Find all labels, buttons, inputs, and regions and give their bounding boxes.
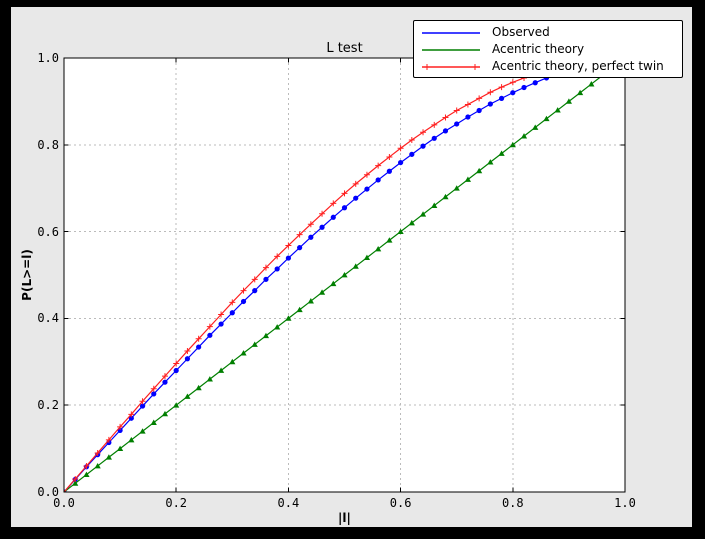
chart-title: L test [326,41,363,56]
legend-line-sample-perfect-twin [420,59,482,73]
y-axis-label: P(L>=l) [20,249,34,301]
x-tick-label: 0.4 [277,496,300,510]
legend-entry-observed: Observed [420,23,676,40]
x-axis-label: |l| [338,511,351,525]
legend-line-sample-acentric-theory [420,42,482,56]
y-tick-label: 1.0 [37,51,59,65]
x-tick-label: 1.0 [614,496,636,510]
x-tick-label: 0.2 [165,496,188,510]
x-tick-label: 0.6 [389,496,412,510]
gridlines [64,58,625,492]
acentric-theory-series [64,58,625,492]
legend-label-observed: Observed [492,24,550,39]
plot-area [63,57,626,493]
figure-canvas: L test P(L>=l) |l| Observed Acentric the… [11,7,692,527]
legend-entry-perfect-twin: Acentric theory, perfect twin [420,58,676,75]
legend-label-acentric-theory: Acentric theory [492,41,585,56]
legend-label-perfect-twin: Acentric theory, perfect twin [492,59,664,74]
acentric-theory-perfect-twin-series [64,67,550,492]
y-tick-label: 0.4 [37,311,59,326]
y-tick-label: 0.6 [37,224,59,239]
legend-entry-acentric-theory: Acentric theory [420,40,676,57]
legend-box: Observed Acentric theory Acentric theory… [413,20,683,78]
y-tick-label: 0.2 [37,398,59,413]
axes-frame [63,57,626,493]
legend-line-sample-observed [420,25,482,39]
y-tick-label: 0.8 [37,137,59,152]
x-tick-label: 0.0 [53,496,75,510]
y-tick-label: 0.0 [37,485,59,499]
x-tick-label: 0.8 [501,496,524,510]
